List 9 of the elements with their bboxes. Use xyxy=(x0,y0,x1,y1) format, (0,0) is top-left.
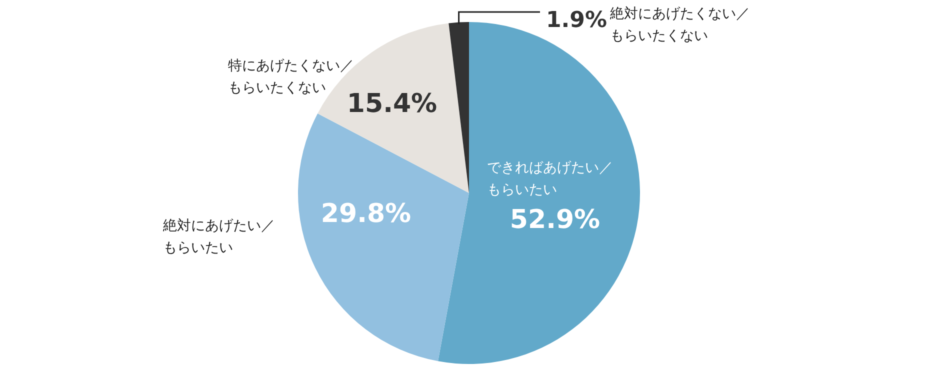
data-label: 29.8% xyxy=(320,199,412,229)
pie-slice xyxy=(448,22,469,193)
slice-label: できればあげたい／もらいたい xyxy=(487,160,613,198)
data-label: 15.4% xyxy=(346,89,438,119)
data-label: 1.9% xyxy=(546,8,608,33)
slice-label: 絶対にあげたい／もらいたい xyxy=(162,218,275,256)
pie-slice xyxy=(298,113,469,362)
slice-label: 絶対にあげたくない／もらいたくない xyxy=(609,6,750,44)
data-label: 52.9% xyxy=(510,205,600,235)
